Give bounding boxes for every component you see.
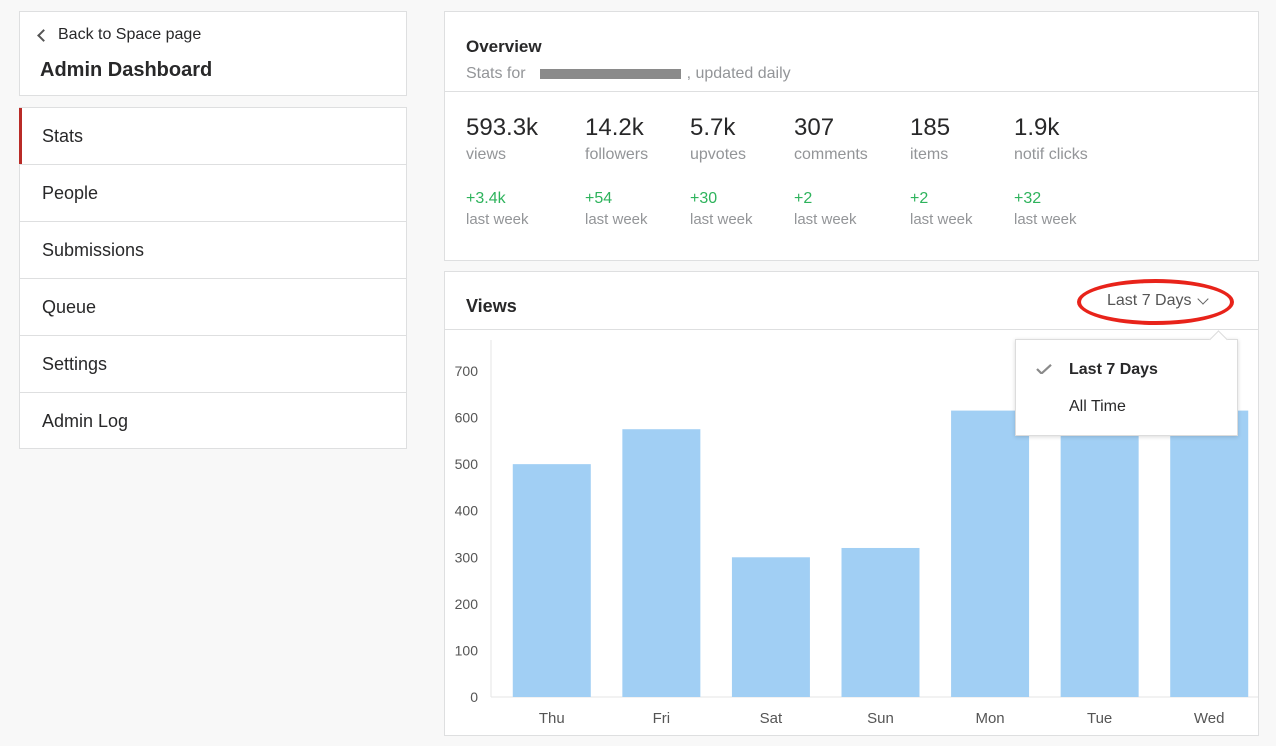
y-tick-label: 600 — [455, 410, 479, 426]
overview-title: Overview — [466, 37, 542, 56]
stat-delta: +2 — [794, 190, 813, 207]
page-title: Admin Dashboard — [40, 59, 213, 81]
stat-label: notif clicks — [1014, 146, 1088, 163]
dropdown-option-last-7-days[interactable]: Last 7 Days — [1069, 361, 1158, 378]
dropdown-option-all-time[interactable]: All Time — [1069, 398, 1126, 415]
bar-fri[interactable] — [622, 429, 701, 697]
subtitle-prefix: Stats for — [466, 65, 526, 82]
stat-delta: +30 — [690, 190, 718, 207]
stat-comments: 307 comments +2 last week — [794, 114, 868, 228]
sidebar-item-label: People — [42, 182, 99, 203]
sidebar-item-settings[interactable]: Settings — [20, 336, 406, 393]
stat-label: views — [466, 146, 507, 163]
stat-followers: 14.2k followers +54 last week — [585, 114, 648, 228]
sidebar-item-submissions[interactable]: Submissions — [20, 222, 406, 279]
y-tick-label: 200 — [455, 596, 479, 612]
stat-delta: +2 — [910, 190, 929, 207]
x-tick-label: Fri — [653, 710, 671, 727]
stat-period: last week — [794, 211, 857, 228]
views-header: Views Last 7 Days — [445, 272, 1258, 330]
nav-header: Back to Space page Admin Dashboard — [19, 11, 407, 96]
range-selected-label: Last 7 Days — [1107, 292, 1192, 309]
subtitle-suffix: , updated daily — [686, 65, 791, 82]
bar-sat[interactable] — [731, 557, 810, 697]
sidebar-item-label: Queue — [42, 296, 97, 317]
stat-value: 307 — [794, 114, 835, 141]
stat-notif-clicks: 1.9k notif clicks +32 last week — [1014, 114, 1088, 228]
x-tick-label: Thu — [539, 710, 565, 727]
y-tick-label: 400 — [455, 503, 479, 519]
chevron-down-icon — [1197, 292, 1210, 305]
range-dropdown[interactable]: Last 7 Days — [1107, 292, 1210, 310]
stat-value: 593.3k — [466, 114, 539, 141]
views-bar-chart: 0 100 200 300 400 500 600 700 Thu Fri Sat Sun Mon Tu… — [455, 340, 1258, 727]
overview-header: Overview Stats for , updated daily — [445, 12, 1258, 92]
x-tick-label: Mon — [975, 710, 1004, 727]
sidebar-item-admin-log[interactable]: Admin Log — [20, 393, 406, 450]
stat-value: 5.7k — [690, 114, 736, 141]
bar-thu[interactable] — [512, 464, 591, 697]
stat-label: comments — [794, 146, 868, 163]
views-title: Views — [466, 296, 517, 316]
stat-upvotes: 5.7k upvotes +30 last week — [690, 114, 753, 228]
y-tick-label: 300 — [455, 549, 479, 565]
stat-value: 14.2k — [585, 114, 644, 141]
stat-value: 1.9k — [1014, 114, 1060, 141]
x-tick-label: Tue — [1087, 710, 1112, 727]
checkmark-icon — [1036, 364, 1052, 374]
sidebar-item-label: Submissions — [42, 239, 145, 260]
stat-views: 593.3k views +3.4k last week — [466, 114, 538, 228]
x-tick-label: Wed — [1194, 710, 1225, 727]
bar-wed[interactable] — [1170, 410, 1249, 697]
sidebar-item-people[interactable]: People — [20, 165, 406, 222]
stat-period: last week — [585, 211, 648, 228]
sidebar-item-label: Stats — [42, 125, 84, 146]
bar-mon[interactable] — [951, 410, 1030, 697]
x-tick-label: Sat — [760, 710, 783, 727]
stat-label: items — [910, 146, 949, 163]
sidebar-item-label: Settings — [42, 353, 108, 374]
stat-period: last week — [466, 211, 529, 228]
sidebar-item-stats[interactable]: Stats — [19, 108, 406, 165]
range-dropdown-menu: Last 7 Days All Time — [1015, 339, 1238, 436]
overview-subtitle: Stats for , updated daily — [466, 65, 1258, 83]
stat-period: last week — [1014, 211, 1077, 228]
stat-items: 185 items +2 last week — [910, 114, 973, 228]
sidebar-item-label: Admin Log — [42, 411, 129, 431]
sidebar: Stats People Submissions Queue Settings … — [19, 107, 407, 449]
stat-period: last week — [910, 211, 973, 228]
bars — [512, 410, 1249, 697]
chevron-left-icon — [37, 28, 50, 42]
stat-delta: +32 — [1014, 190, 1042, 207]
back-to-space-link[interactable]: Back to Space page — [36, 26, 201, 44]
stat-value: 185 — [910, 114, 951, 141]
back-link-label: Back to Space page — [58, 26, 202, 43]
x-axis: Thu Fri Sat Sun Mon Tue Wed — [539, 710, 1225, 727]
x-tick-label: Sun — [867, 710, 894, 727]
stat-delta: +54 — [585, 190, 613, 207]
y-tick-label: 0 — [470, 689, 478, 705]
bar-sun[interactable] — [841, 547, 920, 697]
sidebar-item-queue[interactable]: Queue — [20, 279, 406, 336]
stat-period: last week — [690, 211, 753, 228]
stat-label: upvotes — [690, 146, 747, 163]
bar-tue[interactable] — [1060, 410, 1139, 697]
overview-card: Overview Stats for , updated daily 593.3… — [444, 11, 1259, 261]
stat-delta: +3.4k — [466, 190, 506, 207]
y-axis: 0 100 200 300 400 500 600 700 — [455, 363, 479, 705]
y-tick-label: 100 — [455, 642, 479, 658]
y-tick-label: 500 — [455, 456, 479, 472]
redacted-space-name — [539, 69, 681, 79]
stat-label: followers — [585, 146, 649, 163]
y-tick-label: 700 — [455, 363, 479, 379]
